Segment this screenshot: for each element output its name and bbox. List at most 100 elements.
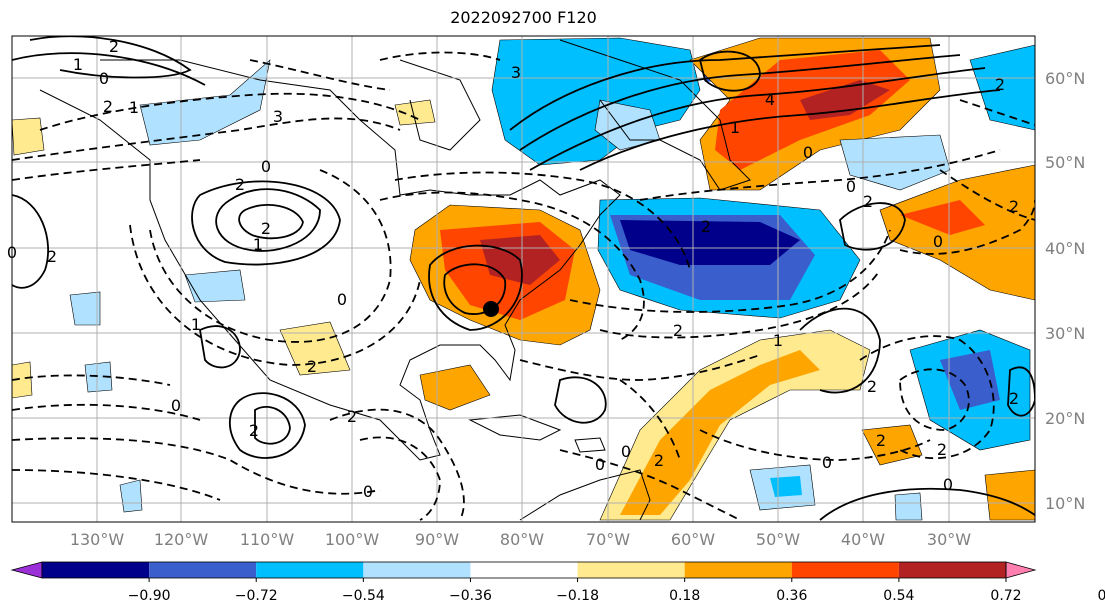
shade-positive-small-5 <box>12 117 45 156</box>
contour-dashed-24 <box>379 51 501 61</box>
colorbar-tick-label: 0.54 <box>883 588 914 604</box>
contour-dashed-7 <box>12 437 381 495</box>
longitude-labels: 130°W 120°W 110°W 100°W 90°W 80°W 70°W 60°W 50°W… <box>70 530 971 549</box>
colorbar-tick-label: −0.90 <box>128 588 171 604</box>
longitude-label: 70°W <box>586 530 630 549</box>
contour-dashed-10 <box>329 408 465 521</box>
coast-hispaniola <box>574 437 606 453</box>
contour-dashed-3 <box>39 92 421 131</box>
contour-label: 2 <box>937 440 947 459</box>
contour-label: 2 <box>654 451 664 470</box>
shade-positive-small-3 <box>279 321 351 376</box>
storm-position-marker <box>483 301 499 317</box>
contour-label: 0 <box>363 482 373 501</box>
contour-label: 0 <box>7 243 17 262</box>
contour-solid-canada-high-3 <box>191 180 341 266</box>
latitude-label: 30°N <box>1045 324 1085 343</box>
contour-solid-atlantic-jet-2 <box>519 54 961 151</box>
colorbar: −0.90 −0.72 −0.54 −0.36 −0.18 0.18 0.36 0.54 0.7… <box>10 561 1105 604</box>
shade-negative-east-tropical-core <box>940 350 1000 410</box>
colorbar-segment <box>470 562 578 578</box>
colorbar-frame <box>41 561 1007 579</box>
shade-negative-small-2 <box>184 269 246 303</box>
contour-dashed-18 <box>899 199 1035 255</box>
colorbar-segment <box>898 562 1006 578</box>
contour-label: 0 <box>822 453 832 472</box>
colorbar-tick-label: 0.72 <box>990 588 1021 604</box>
colorbar-low-extend <box>10 561 43 579</box>
colorbar-tick-label: −0.18 <box>556 588 599 604</box>
contour-label: 0 <box>595 455 605 474</box>
contour-label: 2 <box>47 247 57 266</box>
shade-positive-tropical-atlantic-core <box>620 350 820 515</box>
contour-dashed-27 <box>939 169 1035 221</box>
contour-label: 2 <box>995 75 1005 94</box>
longitude-label: 110°W <box>240 530 295 549</box>
longitude-label: 50°W <box>756 530 800 549</box>
longitude-label: 40°W <box>841 530 885 549</box>
latitude-label: 60°N <box>1045 69 1085 88</box>
contour-label: 4 <box>765 90 775 109</box>
contour-label: 2 <box>109 37 119 56</box>
contour-label: 2 <box>261 219 271 238</box>
contour-label: 1 <box>73 55 83 74</box>
contour-label: 0 <box>261 157 271 176</box>
contour-dashed-14 <box>599 269 881 339</box>
shade-negative-small-1 <box>139 59 271 146</box>
colorbar-tick-label: 0.18 <box>669 588 700 604</box>
colorbar-high-extend <box>1005 561 1037 579</box>
contour-label: 2 <box>1009 197 1019 216</box>
contour-solid-canada-high-2 <box>238 203 304 240</box>
shade-positive-small-2 <box>419 364 491 411</box>
latitude-label: 20°N <box>1045 409 1085 428</box>
contour-label: 0 <box>803 143 813 162</box>
contour-solid-east-pac-low-2 <box>254 406 291 445</box>
shade-negative-small-4 <box>84 361 113 393</box>
shade-negative-north-atlantic <box>491 37 701 166</box>
colorbar-segment <box>363 562 471 578</box>
contour-label: 0 <box>846 177 856 196</box>
contour-label: 0 <box>933 232 943 251</box>
longitude-label: 80°W <box>500 530 544 549</box>
colorbar-tick-label: −0.72 <box>235 588 278 604</box>
contour-solid-east-us-low <box>428 244 523 331</box>
shade-negative-central-atlantic-core <box>620 220 800 265</box>
contour-solid-south-atl <box>819 487 1035 521</box>
contour-label: 0 <box>337 290 347 309</box>
contour-dashed-21 <box>699 429 931 461</box>
colorbar-segment <box>684 562 792 578</box>
colorbar-tick-label: −0.36 <box>449 588 492 604</box>
contour-dashed-23 <box>619 379 681 461</box>
colorbar-segment <box>149 562 257 578</box>
contour-label: 2 <box>867 377 877 396</box>
contour-dashed-16 <box>519 354 761 381</box>
contour-label: 1 <box>129 98 139 117</box>
contour-label: 2 <box>1009 389 1019 408</box>
shade-negative-small-3 <box>69 291 101 326</box>
contour-label: 1 <box>253 235 263 254</box>
shade-positive-east-atlantic-core <box>900 200 985 235</box>
latitude-label: 50°N <box>1045 153 1085 172</box>
colorbar-tick-label: 0.36 <box>776 588 807 604</box>
graticule <box>12 36 1035 522</box>
colorbar-segment <box>256 562 364 578</box>
contour-dashed-4 <box>149 169 392 343</box>
contour-dashed-5 <box>129 224 421 366</box>
contour-dashed-6 <box>12 403 201 421</box>
contour-dashed-25 <box>249 59 391 91</box>
contour-solid-nw-high-2 <box>12 52 206 86</box>
contour-dashed-20 <box>899 368 970 431</box>
shade-negative-small-8 <box>894 492 923 521</box>
contour-solid-east-pac-low <box>228 392 306 459</box>
contour-label: 1 <box>730 118 740 137</box>
contour-solid-atlantic-jet-4 <box>579 89 1001 171</box>
colorbar-segment <box>791 562 899 578</box>
shade-positive-small-7 <box>984 469 1035 521</box>
contour-dashed-15 <box>569 229 891 313</box>
contour-solid-mid-atlantic <box>839 202 906 251</box>
colorbar-tick-label: −0.54 <box>342 588 385 604</box>
contour-label: 0 <box>171 396 181 415</box>
contour-label: 2 <box>307 357 317 376</box>
longitude-label: 30°W <box>927 530 971 549</box>
longitude-label: 130°W <box>70 530 125 549</box>
